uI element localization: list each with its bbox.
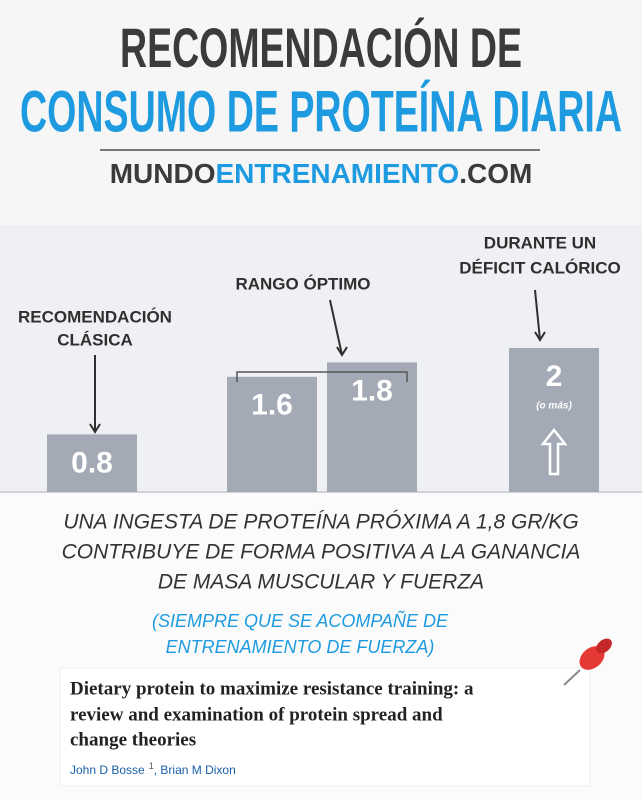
header-bg	[0, 0, 642, 225]
citation-title: Dietary protein to maximize resistance t…	[70, 678, 474, 750]
annotation: RANGO ÓPTIMO	[235, 274, 370, 293]
data-label: 1.8	[351, 374, 393, 407]
bar	[227, 376, 317, 492]
data-label: 0.8	[71, 446, 113, 479]
range-bracket	[236, 371, 408, 382]
conclusion-line: DE MASA MUSCULAR Y FUERZA	[158, 571, 484, 594]
annotation-arrow	[534, 289, 541, 341]
site-part: MUNDO	[110, 158, 216, 189]
annotation-arrow	[329, 299, 343, 356]
annotation: DURANTE UN	[484, 233, 596, 252]
conclusion-line: CONTRIBUYE DE FORMA POSITIVA A LA GANANC…	[62, 541, 581, 564]
bar	[327, 362, 417, 492]
bar-chart: 0.8 1.6 1.8 2 (o más) RECOMENDACIÓN CLÁSICA RAN…	[18, 233, 621, 492]
site-name: MUNDOENTRENAMIENTO.COM	[110, 158, 533, 189]
annotation-arrowhead	[534, 331, 546, 342]
affiliation: 1	[149, 761, 154, 771]
citation-title-line: Dietary protein to maximize resistance t…	[70, 678, 474, 699]
title-line-1: RECOMENDACIÓN DE	[120, 16, 522, 79]
conclusion-note: (SIEMPRE QUE SE ACOMPAÑE DE	[152, 610, 449, 631]
annotation: RECOMENDACIÓN	[18, 307, 172, 326]
author[interactable]: John D Bosse	[70, 763, 145, 777]
title-line-2: CONSUMO DE PROTEÍNA DIARIA	[20, 79, 622, 144]
site-part: ENTRENAMIENTO	[215, 158, 459, 189]
annotation: CLÁSICA	[57, 330, 133, 349]
annotation: DÉFICIT CALÓRICO	[459, 258, 621, 277]
citation-title-line: change theories	[70, 729, 196, 750]
citation-authors: John D Bosse 1, Brian M Dixon	[70, 761, 236, 777]
bar	[47, 434, 137, 492]
author[interactable]: , Brian M Dixon	[154, 763, 236, 777]
conclusion-line: UNA INGESTA DE PROTEÍNA PRÓXIMA A 1,8 GR…	[63, 511, 578, 534]
up-arrow-icon	[540, 427, 568, 476]
conclusion-note: ENTRENAMIENTO DE FUERZA)	[166, 637, 435, 657]
pushpin	[563, 638, 612, 686]
data-label: 2	[546, 360, 563, 393]
citation-title-line: review and examination of protein spread…	[70, 704, 443, 725]
data-label: 1.6	[251, 389, 293, 422]
citation-card	[59, 667, 591, 787]
bar-note: (o más)	[536, 401, 572, 412]
annotation-arrowhead	[336, 346, 348, 357]
bar	[509, 348, 599, 492]
site-part: .COM	[459, 158, 532, 189]
conclusion: UNA INGESTA DE PROTEÍNA PRÓXIMA A 1,8 GR…	[62, 511, 581, 657]
annotation-arrowhead	[89, 423, 101, 434]
